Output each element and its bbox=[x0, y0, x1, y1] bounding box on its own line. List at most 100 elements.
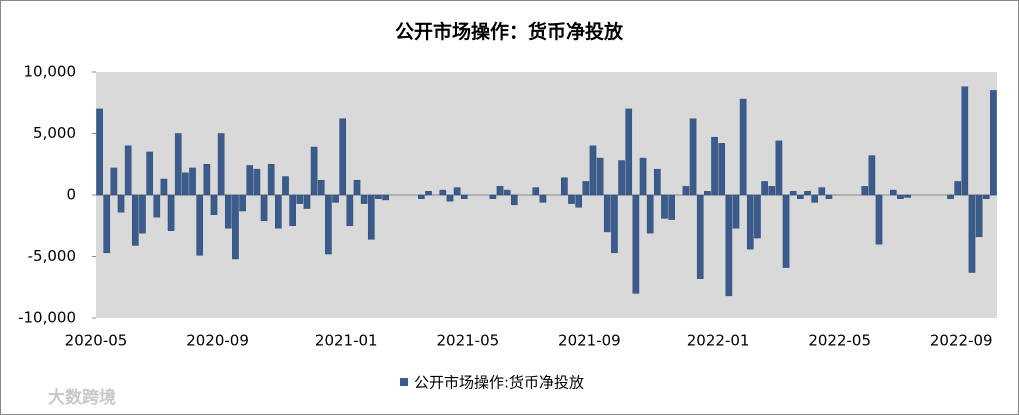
bar bbox=[310, 146, 318, 196]
bar bbox=[532, 187, 540, 196]
bar bbox=[239, 194, 246, 212]
bar bbox=[496, 186, 504, 196]
bar bbox=[897, 194, 904, 199]
bar bbox=[904, 194, 911, 198]
bar bbox=[961, 86, 969, 196]
bar bbox=[768, 186, 776, 196]
bar bbox=[704, 191, 711, 196]
bar bbox=[510, 194, 518, 206]
bar bbox=[174, 133, 182, 196]
bar bbox=[596, 157, 604, 196]
bar bbox=[103, 194, 111, 254]
bar bbox=[146, 151, 153, 196]
bar bbox=[189, 167, 196, 196]
bar bbox=[418, 194, 425, 199]
bar bbox=[325, 194, 332, 255]
bar bbox=[746, 194, 754, 250]
bar bbox=[654, 168, 661, 196]
watermark: 大数跨境 bbox=[48, 387, 116, 408]
bar bbox=[96, 108, 103, 196]
bar bbox=[117, 194, 125, 213]
bar bbox=[582, 181, 590, 196]
bar bbox=[775, 140, 783, 196]
bar bbox=[975, 194, 983, 238]
bar bbox=[139, 194, 146, 234]
bar bbox=[260, 194, 268, 222]
bar bbox=[661, 194, 668, 219]
bar bbox=[889, 189, 897, 196]
bar bbox=[124, 145, 132, 196]
y-tick-label: 0 bbox=[66, 186, 76, 204]
bar bbox=[761, 181, 768, 196]
bar bbox=[196, 194, 204, 256]
bar bbox=[460, 194, 468, 199]
bar bbox=[182, 172, 189, 196]
bar bbox=[789, 191, 797, 196]
chart-title: 公开市场操作：货币净投放 bbox=[395, 20, 624, 43]
bar bbox=[275, 194, 282, 229]
legend-label: 公开市场操作:货币净投放 bbox=[414, 374, 584, 392]
x-tick-label: 2022-01 bbox=[687, 332, 750, 350]
bar bbox=[253, 168, 261, 196]
bar bbox=[689, 118, 697, 196]
bar bbox=[503, 189, 511, 196]
y-tick-label: -10,000 bbox=[18, 309, 76, 327]
bar bbox=[732, 194, 740, 229]
bar bbox=[282, 176, 289, 196]
bar bbox=[990, 90, 997, 196]
bar bbox=[367, 194, 375, 240]
bar bbox=[968, 194, 976, 273]
bar bbox=[575, 194, 583, 208]
bar bbox=[618, 160, 625, 196]
bar bbox=[289, 194, 296, 226]
bar bbox=[718, 143, 726, 196]
bar bbox=[954, 181, 961, 196]
bar bbox=[639, 157, 647, 196]
bar bbox=[267, 164, 275, 196]
bar bbox=[818, 187, 826, 196]
x-tick-label: 2020-05 bbox=[65, 332, 128, 350]
x-tick-label: 2021-05 bbox=[436, 332, 499, 350]
bar bbox=[339, 118, 347, 196]
bar bbox=[446, 194, 454, 202]
bar bbox=[632, 194, 640, 294]
bar bbox=[353, 179, 361, 196]
bar bbox=[825, 194, 833, 199]
bar bbox=[711, 136, 718, 196]
bar bbox=[203, 164, 211, 196]
bar bbox=[453, 187, 461, 196]
bar bbox=[153, 194, 161, 218]
bar bbox=[539, 194, 547, 203]
bar bbox=[167, 194, 175, 231]
y-tick-label: -5,000 bbox=[28, 247, 76, 265]
bar bbox=[332, 194, 339, 203]
bar bbox=[217, 133, 225, 196]
bar bbox=[346, 194, 354, 226]
bar bbox=[360, 194, 368, 204]
bar bbox=[589, 145, 597, 196]
bar bbox=[425, 191, 432, 196]
y-tick-label: 5,000 bbox=[33, 124, 76, 142]
bar bbox=[232, 194, 239, 260]
bar bbox=[646, 194, 654, 234]
x-tick-label: 2022-09 bbox=[930, 332, 993, 350]
x-tick-label: 2022-05 bbox=[808, 332, 871, 350]
bar bbox=[625, 108, 633, 196]
bar bbox=[739, 98, 747, 196]
x-tick-label: 2020-09 bbox=[186, 332, 249, 350]
bar bbox=[696, 194, 704, 279]
y-tick-label: 10,000 bbox=[24, 63, 77, 81]
bar bbox=[782, 194, 790, 268]
bar bbox=[797, 194, 804, 199]
bar bbox=[868, 155, 876, 196]
bar bbox=[861, 186, 869, 196]
bar bbox=[317, 179, 325, 196]
bar bbox=[303, 194, 311, 209]
legend-marker bbox=[400, 378, 408, 386]
bar bbox=[375, 194, 382, 199]
bar bbox=[682, 186, 690, 196]
bar bbox=[804, 191, 811, 196]
x-tick-label: 2021-09 bbox=[558, 332, 621, 350]
